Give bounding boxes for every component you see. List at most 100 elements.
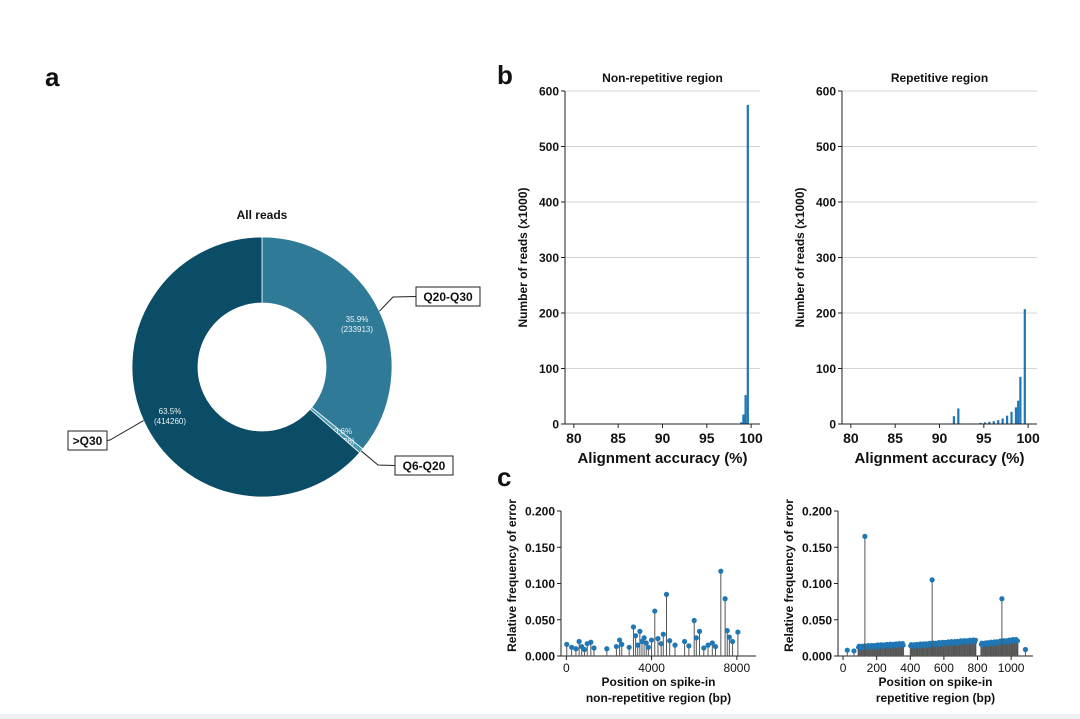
x-tick-label: 800 (968, 661, 988, 675)
stem-marker (576, 638, 582, 645)
y-axis-label: Number of reads (x1000) (793, 187, 807, 327)
x-axis-label: Alignment accuracy (%) (577, 450, 747, 467)
stem-marker (588, 639, 594, 645)
stem-marker (726, 634, 732, 640)
histogram-bar (740, 422, 743, 424)
y-tick-label: 0.050 (525, 613, 555, 627)
stem-marker (619, 641, 625, 648)
histogram-bar (744, 395, 747, 424)
histogram-bar (992, 421, 995, 424)
stem-marker (724, 628, 730, 634)
x-tick-label: 100 (1016, 430, 1040, 446)
stem-marker (573, 646, 579, 652)
stem-marker (999, 596, 1005, 602)
x-axis-label: Alignment accuracy (%) (854, 450, 1024, 467)
histogram-bar (1014, 407, 1018, 424)
x-tick-label: 95 (699, 430, 715, 446)
stem-marker (1022, 646, 1029, 653)
stem-marker (851, 648, 857, 654)
x-axis-label: non-repetitive region (bp) (586, 691, 731, 705)
y-tick-label: 0.100 (525, 577, 555, 591)
stem-marker (613, 643, 620, 650)
slice-percent-label: 35.9% (346, 315, 369, 324)
stem-marker (686, 643, 692, 649)
histogram-bar (1019, 376, 1022, 424)
stem-marker (637, 628, 643, 634)
stem-marker (648, 637, 655, 643)
stem-marker (693, 635, 699, 641)
x-tick-label: 80 (566, 430, 582, 446)
slice-percent-label: 0.6% (334, 427, 352, 436)
y-tick-label: 0.000 (802, 650, 832, 664)
histogram-bar (957, 408, 960, 424)
y-tick-label: 0.000 (525, 650, 555, 664)
histogram-bar (1023, 309, 1026, 424)
x-tick-label: 85 (887, 430, 903, 446)
leader-line (106, 420, 144, 441)
histogram-bar (1005, 415, 1009, 424)
y-tick-label: 200 (539, 307, 559, 321)
stem-marker (709, 640, 715, 646)
y-tick-label: 100 (539, 362, 559, 376)
stem-marker (672, 642, 678, 648)
callout-box (394, 455, 454, 476)
callout-box (67, 430, 108, 451)
slice-count-label: (233913) (341, 325, 373, 334)
donut-chart-all-reads: All reads Q20-Q30 35.9%(233913) Q6-Q20 0.6% (… (67, 208, 481, 498)
y-tick-label: 600 (539, 85, 559, 99)
x-tick-label: 0 (840, 661, 847, 675)
stem-marker (569, 644, 575, 650)
histogram-bar (983, 422, 987, 424)
x-tick-label: 100 (739, 430, 763, 446)
y-tick-label: 0.150 (525, 541, 555, 555)
stem-marker (632, 633, 639, 639)
leader-line (360, 450, 396, 466)
stem-marker (591, 645, 597, 651)
panel-label-c: c (497, 462, 512, 492)
callout-label: Q20-Q30 (423, 290, 473, 304)
x-tick-label: 1000 (998, 661, 1025, 675)
x-tick-label: 95 (976, 430, 992, 446)
stem-marker (682, 638, 688, 645)
y-tick-label: 300 (816, 251, 836, 265)
stem-marker (604, 646, 610, 652)
stem-marker (712, 643, 719, 650)
stem-marker (973, 637, 979, 643)
x-tick-label: 90 (932, 430, 948, 446)
panel-label-a: a (45, 62, 60, 92)
y-tick-label: 0.050 (802, 613, 832, 627)
x-tick-label: 80 (843, 430, 859, 446)
y-tick-label: 0 (829, 418, 836, 432)
chart-title: Repetitive region (891, 71, 988, 85)
stem-marker (658, 641, 664, 647)
x-tick-label: 200 (867, 661, 887, 675)
stem-marker (655, 636, 661, 642)
stem-marker (626, 644, 632, 650)
stem-marker (901, 643, 906, 648)
y-tick-label: 0 (552, 418, 559, 432)
stem-marker (701, 645, 707, 651)
x-tick-label: 400 (900, 661, 920, 675)
y-tick-label: 0.100 (802, 577, 832, 591)
histogram-bar (1001, 418, 1004, 424)
y-tick-label: 0.150 (802, 541, 832, 555)
histogram-bar (1017, 400, 1020, 424)
y-axis-label: Relative frequency of error (505, 499, 519, 652)
y-tick-label: 100 (816, 362, 836, 376)
x-axis-label: Position on spike-in (878, 675, 992, 689)
y-tick-label: 200 (816, 307, 836, 321)
stem-marker (641, 635, 647, 641)
histogram-bar (988, 421, 991, 424)
stem-marker (652, 608, 658, 614)
stem-marker (564, 641, 570, 648)
x-axis-label: repetitive region (bp) (876, 691, 995, 705)
x-tick-label: 0 (563, 661, 570, 675)
y-tick-label: 0.200 (802, 505, 832, 519)
histogram-non-repetitive: Non-repetitive region 0 100 200 300 400 500 600… (516, 71, 763, 467)
stem-marker (643, 640, 649, 646)
stem-plot-repetitive: 0.000 0.050 0.100 0.150 0.200 0 200 400 600 800 10… (782, 499, 1033, 705)
stem-marker (617, 637, 623, 643)
stem-marker (660, 631, 666, 637)
stem-plot-non-repetitive: 0.000 0.050 0.100 0.150 0.200 0 4000 8000 Positi… (505, 499, 756, 705)
callout-box (415, 286, 481, 307)
